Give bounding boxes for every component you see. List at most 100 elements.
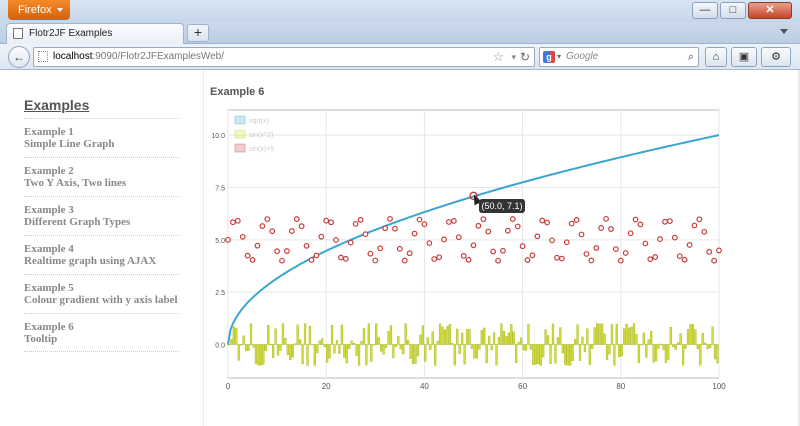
bar-mark bbox=[281, 323, 285, 345]
point-mark bbox=[230, 219, 236, 226]
point-mark bbox=[436, 254, 443, 261]
point-mark bbox=[347, 239, 354, 246]
sidebar-divider bbox=[203, 70, 204, 426]
bar-mark bbox=[348, 344, 351, 349]
y-tick-label: 5.0 bbox=[215, 238, 225, 245]
bar-mark bbox=[392, 344, 395, 359]
x-tick-label: 40 bbox=[420, 382, 429, 391]
point-mark bbox=[716, 247, 722, 254]
point-mark bbox=[264, 216, 271, 222]
bar-mark bbox=[529, 344, 533, 350]
point-mark bbox=[328, 219, 335, 226]
home-button[interactable]: ⌂ bbox=[705, 47, 727, 67]
sidebar-item-example-5[interactable]: Example 5 Colour gradient with y axis la… bbox=[24, 274, 182, 306]
bar-mark bbox=[306, 344, 309, 366]
search-placeholder: Google bbox=[566, 51, 599, 62]
point-mark bbox=[603, 215, 609, 222]
point-mark bbox=[598, 225, 605, 231]
bar-mark bbox=[424, 344, 427, 362]
x-tick-label: 20 bbox=[322, 382, 331, 391]
bar-mark bbox=[468, 328, 471, 345]
firefox-menu-button[interactable]: Firefox bbox=[8, 0, 70, 20]
new-tab-button[interactable]: + bbox=[187, 24, 209, 42]
bar-mark bbox=[569, 344, 572, 366]
bar-mark bbox=[704, 342, 707, 345]
bar-mark bbox=[645, 344, 648, 358]
point-mark bbox=[392, 225, 398, 232]
point-mark bbox=[642, 240, 649, 247]
reload-icon[interactable]: ↻ bbox=[519, 50, 530, 64]
bar-mark bbox=[456, 328, 459, 345]
bar-mark bbox=[235, 328, 238, 345]
back-button[interactable]: ← bbox=[8, 46, 30, 68]
sidebar-item-example-6[interactable]: Example 6 Tooltip bbox=[24, 313, 182, 352]
sidebar-item-desc: Two Y Axis, Two lines bbox=[24, 177, 127, 189]
bar-mark bbox=[244, 344, 248, 352]
bar-mark bbox=[512, 331, 515, 345]
bar-mark bbox=[254, 344, 258, 364]
bar-mark bbox=[247, 344, 250, 351]
bar-mark bbox=[711, 326, 714, 345]
bar-mark bbox=[286, 344, 289, 355]
bar-mark bbox=[429, 344, 432, 350]
bar-mark bbox=[524, 344, 528, 351]
bar-mark bbox=[269, 344, 272, 346]
point-mark bbox=[352, 220, 359, 227]
point-mark bbox=[416, 216, 423, 223]
sidebar-item-example-3[interactable]: Example 3 Different Graph Types bbox=[24, 196, 182, 228]
legend-swatch bbox=[234, 143, 246, 153]
maximize-button[interactable]: □ bbox=[720, 2, 746, 19]
bar-mark bbox=[414, 344, 417, 364]
bar-mark bbox=[708, 344, 712, 348]
bar-mark bbox=[267, 325, 270, 345]
bookmark-star-icon[interactable]: ☆ bbox=[492, 49, 504, 64]
minimize-button[interactable]: — bbox=[692, 2, 718, 19]
tab-flotr2jf-examples[interactable]: Flotr2JF Examples bbox=[6, 23, 184, 44]
sidebar-item-example-2[interactable]: Example 2 Two Y Axis, Two lines bbox=[24, 157, 182, 189]
url-bar[interactable]: localhost:9090/Flotr2JFExamplesWeb/ ☆ ▾ … bbox=[33, 47, 535, 67]
search-bar[interactable]: g ▾ Google ⌕ bbox=[539, 47, 699, 67]
chart[interactable]: 0 20 40 60 80 100 0.0 2.5 5.0 7.5 10.0 sqrt(x) sin(x… bbox=[210, 106, 730, 396]
sidebar-item-example-4[interactable]: Example 4 Realtime graph using AJAX bbox=[24, 235, 182, 267]
bar-mark bbox=[667, 344, 670, 360]
search-engine-dropdown-icon[interactable]: ▾ bbox=[557, 52, 562, 61]
bar-mark bbox=[593, 327, 596, 345]
search-icon[interactable]: ⌕ bbox=[687, 51, 694, 63]
bar-mark bbox=[377, 337, 380, 345]
sidebar-item-example-1[interactable]: Example 1 Simple Line Graph bbox=[24, 118, 182, 150]
bar-mark bbox=[625, 323, 628, 345]
bar-mark bbox=[542, 344, 545, 358]
point-mark bbox=[529, 252, 536, 259]
bar-mark bbox=[669, 326, 672, 345]
bar-mark bbox=[370, 344, 373, 362]
bar-mark bbox=[652, 344, 655, 363]
google-icon[interactable]: g bbox=[543, 51, 555, 63]
separator bbox=[24, 196, 180, 197]
close-button[interactable]: ✕ bbox=[748, 2, 792, 19]
bar-mark bbox=[289, 344, 292, 361]
bar-mark bbox=[500, 323, 503, 345]
bar-mark bbox=[664, 344, 668, 363]
bar-mark bbox=[566, 344, 569, 366]
tab-list-icon[interactable] bbox=[780, 29, 788, 34]
addons-button[interactable]: ⚙ bbox=[761, 47, 791, 67]
examples-title: Examples bbox=[24, 97, 90, 113]
downloads-button[interactable]: ▣ bbox=[731, 47, 757, 67]
site-identity-icon[interactable] bbox=[38, 51, 48, 62]
bar-mark bbox=[409, 344, 412, 359]
point-mark bbox=[298, 223, 305, 230]
bar-mark bbox=[603, 333, 606, 345]
bar-mark bbox=[343, 344, 346, 358]
point-mark bbox=[588, 257, 595, 264]
bar-mark bbox=[571, 344, 574, 361]
bar-mark bbox=[713, 344, 717, 360]
bar-mark bbox=[355, 344, 358, 356]
separator bbox=[24, 157, 180, 158]
bar-mark bbox=[650, 330, 653, 345]
url-history-dropdown-icon[interactable]: ▾ bbox=[511, 52, 516, 62]
legend-label: sin(x^2) bbox=[249, 132, 273, 139]
home-icon: ⌂ bbox=[712, 51, 720, 63]
y-tick-label: 10.0 bbox=[211, 133, 225, 140]
bar-mark bbox=[321, 338, 324, 345]
bar-mark bbox=[681, 344, 685, 366]
